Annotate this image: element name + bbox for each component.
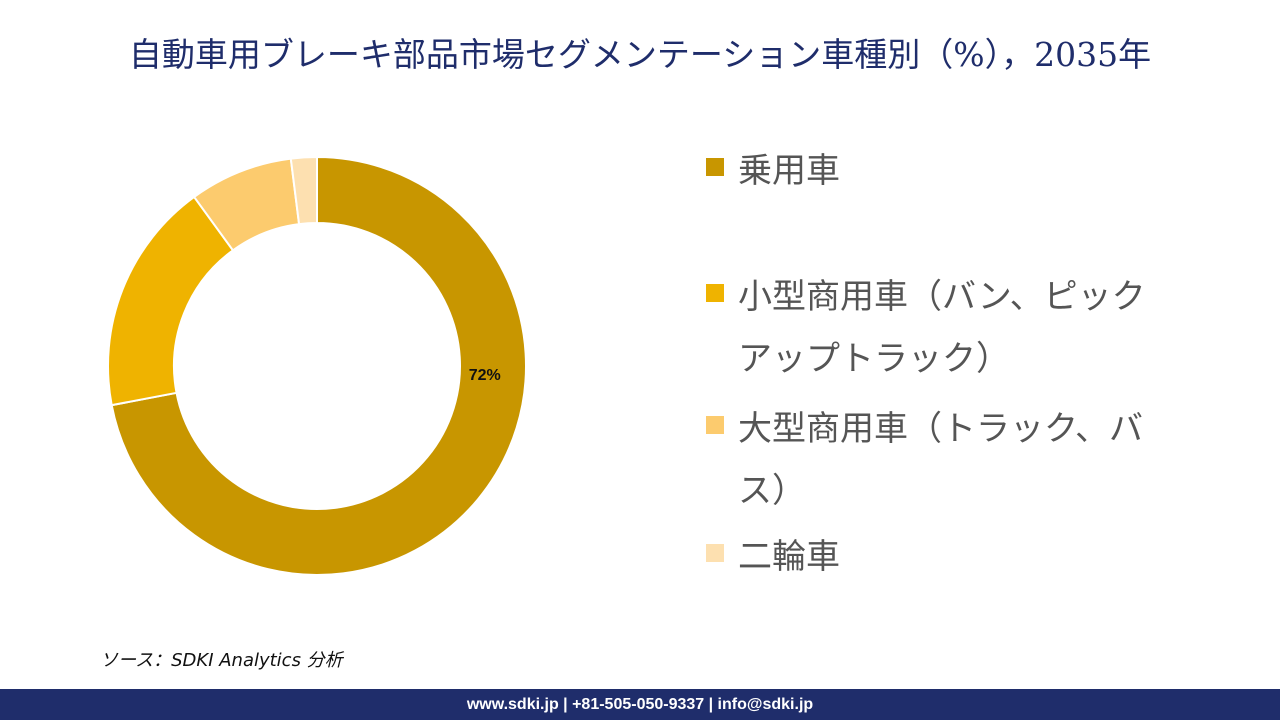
chart-title: 自動車用ブレーキ部品市場セグメンテーション車種別（%），2035年	[128, 35, 1152, 74]
donut-slice-0	[110, 155, 527, 576]
footer-contact: www.sdki.jp | +81-505-050-9337 | info@sd…	[466, 696, 814, 713]
legend-label-two-wheeler: 二輪車	[738, 537, 840, 577]
legend-label-light-commercial: 小型商用車（バン、ピックアップトラック）	[738, 277, 1146, 379]
donut-slices	[107, 155, 527, 576]
donut-data-labels: 72%	[469, 367, 501, 384]
legend-label-heavy-commercial: 大型商用車（トラック、バス）	[738, 409, 1143, 511]
footer-bar: www.sdki.jp | +81-505-050-9337 | info@sd…	[0, 689, 1280, 720]
source-note: ソース：SDKI Analytics 分析	[100, 650, 343, 671]
legend-swatch-heavy-commercial	[706, 416, 724, 434]
legend-item-light-commercial: 小型商用車（バン、ピックアップトラック）	[706, 266, 1226, 390]
legend-item-two-wheeler: 二輪車	[706, 526, 1226, 588]
legend-item-passenger: 乗用車	[706, 140, 1226, 202]
donut-slice-3	[289, 155, 318, 226]
legend-swatch-two-wheeler	[706, 544, 724, 562]
donut-slice-1	[107, 195, 235, 407]
data-label-0: 72%	[469, 367, 501, 384]
legend-swatch-light-commercial	[706, 284, 724, 302]
legend-item-heavy-commercial: 大型商用車（トラック、バス）	[706, 398, 1226, 522]
legend-label-passenger: 乗用車	[738, 151, 840, 191]
legend-swatch-passenger	[706, 158, 724, 176]
